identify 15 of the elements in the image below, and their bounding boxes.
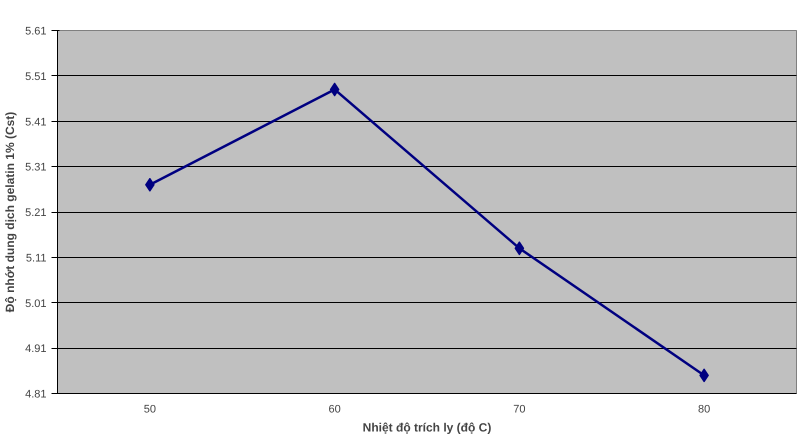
y-tick-label: 5.31 — [25, 162, 47, 174]
x-tick-label: 50 — [144, 404, 156, 416]
x-tick-label: 80 — [698, 404, 710, 416]
x-axis-title: Nhiệt độ trích ly (độ C) — [362, 420, 492, 434]
x-tick-label: 60 — [328, 404, 341, 416]
y-tick-label: 5.61 — [25, 26, 47, 38]
y-tick-label: 5.51 — [25, 70, 47, 83]
y-axis-title: Độ nhớt dung dịch gelatin 1% (Cst) — [3, 112, 18, 312]
y-tick-label: 4.91 — [25, 343, 47, 356]
y-tick-label: 5.01 — [25, 298, 47, 310]
y-tick-label: 4.81 — [25, 388, 47, 400]
x-tick-label: 70 — [513, 404, 526, 416]
y-tick-label: 5.11 — [26, 252, 46, 264]
y-tick-label: 5.41 — [25, 116, 47, 128]
y-tick-label: 5.21 — [25, 207, 47, 219]
